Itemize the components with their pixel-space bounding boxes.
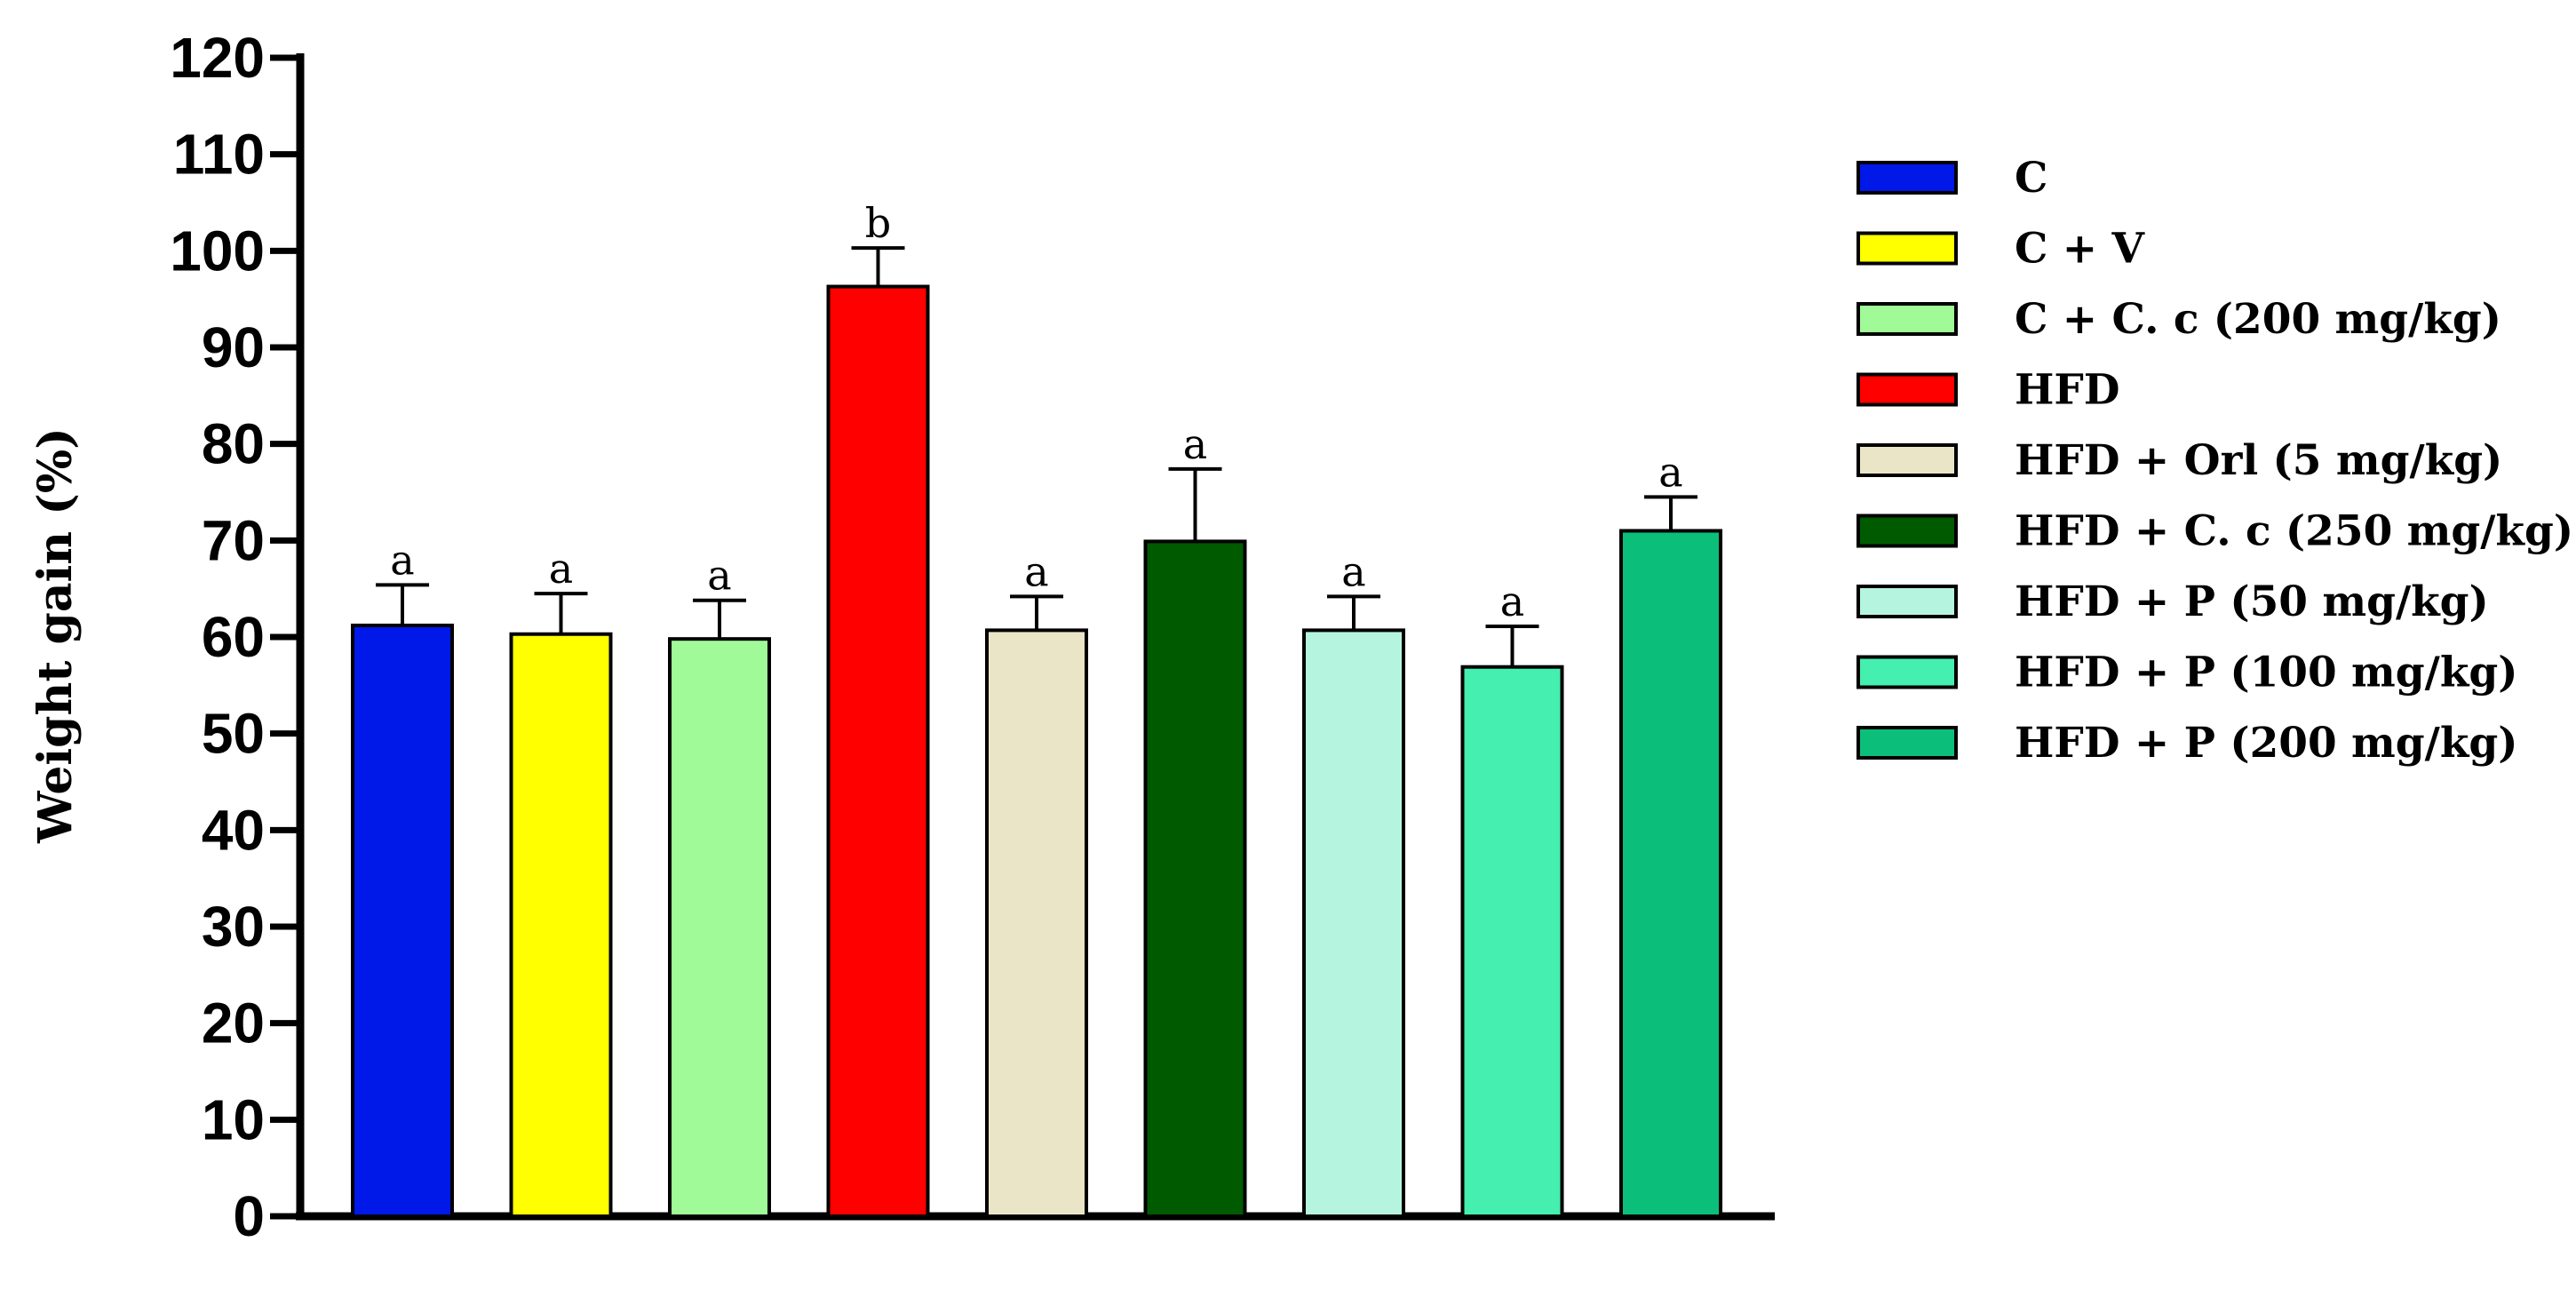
bar-group: a	[668, 552, 771, 1218]
y-axis-label: Weight gain (%)	[28, 427, 83, 844]
bar	[826, 284, 930, 1218]
legend-label: HFD + Orl (5 mg/kg)	[2015, 436, 2502, 485]
legend-item: HFD + P (200 mg/kg)	[1856, 719, 2517, 768]
y-tick-label: 80	[202, 412, 265, 476]
bar	[1302, 628, 1405, 1218]
legend-swatch	[1856, 726, 1958, 760]
bars: a a a b a a a a a	[351, 199, 1722, 1218]
y-tick-label: 20	[202, 991, 265, 1055]
bar	[1143, 539, 1247, 1218]
significance-label: a	[390, 536, 414, 584]
y-tick-label: 40	[202, 798, 265, 862]
bar-group: a	[351, 536, 454, 1218]
legend-swatch	[1856, 443, 1958, 477]
bar	[351, 623, 454, 1218]
legend-label: HFD + C. c (250 mg/kg)	[2015, 507, 2573, 556]
y-tick-label: 110	[173, 123, 265, 187]
y-tick-label: 70	[202, 508, 265, 572]
legend-label: C	[2015, 154, 2047, 203]
significance-label: b	[865, 199, 891, 247]
bar-group: a	[1143, 420, 1247, 1218]
significance-label: a	[1658, 448, 1682, 496]
bar-group: a	[1302, 547, 1405, 1218]
legend-label: HFD	[2015, 366, 2120, 415]
y-tick-label: 10	[202, 1087, 265, 1151]
legend-label: HFD + P (50 mg/kg)	[2015, 577, 2489, 626]
significance-label: a	[1024, 547, 1048, 595]
bar-group: a	[1619, 448, 1722, 1218]
y-tick-label: 60	[202, 605, 265, 669]
legend-swatch	[1856, 231, 1958, 266]
legend-item: C + C. c (200 mg/kg)	[1856, 295, 2501, 344]
bar	[509, 632, 613, 1218]
significance-label: a	[1341, 547, 1365, 595]
y-tick-label: 50	[202, 702, 265, 766]
bar-group: b	[826, 199, 930, 1218]
bar-group: a	[1460, 577, 1564, 1218]
legend-swatch	[1856, 514, 1958, 548]
y-tick-label: 100	[170, 219, 265, 283]
legend-label: HFD + P (200 mg/kg)	[2015, 719, 2517, 768]
significance-label: a	[707, 552, 731, 600]
legend-swatch	[1856, 585, 1958, 618]
y-tick-label: 30	[202, 895, 265, 959]
legend-item: HFD + P (50 mg/kg)	[1856, 577, 2489, 626]
legend-swatch	[1856, 302, 1958, 336]
bar	[668, 637, 771, 1218]
legend-item: HFD	[1856, 366, 2120, 415]
y-tick-label: 0	[233, 1184, 265, 1248]
legend-label: HFD + P (100 mg/kg)	[2015, 649, 2517, 697]
bar-group: a	[509, 545, 613, 1218]
legend-swatch	[1856, 161, 1958, 195]
legend-item: HFD + C. c (250 mg/kg)	[1856, 507, 2573, 556]
bar-group: a	[985, 547, 1088, 1218]
legend-swatch	[1856, 372, 1958, 407]
bar	[985, 628, 1088, 1218]
y-tick-label: 120	[170, 26, 265, 90]
legend-item: C + V	[1856, 225, 2146, 274]
significance-label: a	[549, 545, 573, 593]
significance-label: a	[1500, 577, 1524, 625]
legend-label: C + C. c (200 mg/kg)	[2015, 295, 2501, 344]
significance-label: a	[1183, 420, 1207, 468]
bar	[1460, 665, 1564, 1218]
legend-item: HFD + P (100 mg/kg)	[1856, 649, 2517, 697]
legend-label: C + V	[2015, 225, 2146, 274]
legend-item: C	[1856, 154, 2047, 203]
bar	[1619, 529, 1722, 1218]
y-tick-label: 90	[202, 315, 265, 379]
legend-item: HFD + Orl (5 mg/kg)	[1856, 436, 2502, 485]
legend-swatch	[1856, 655, 1958, 689]
legend: C C + V C + C. c (200 mg/kg) HFD HFD + Orl (…	[1856, 154, 2573, 768]
